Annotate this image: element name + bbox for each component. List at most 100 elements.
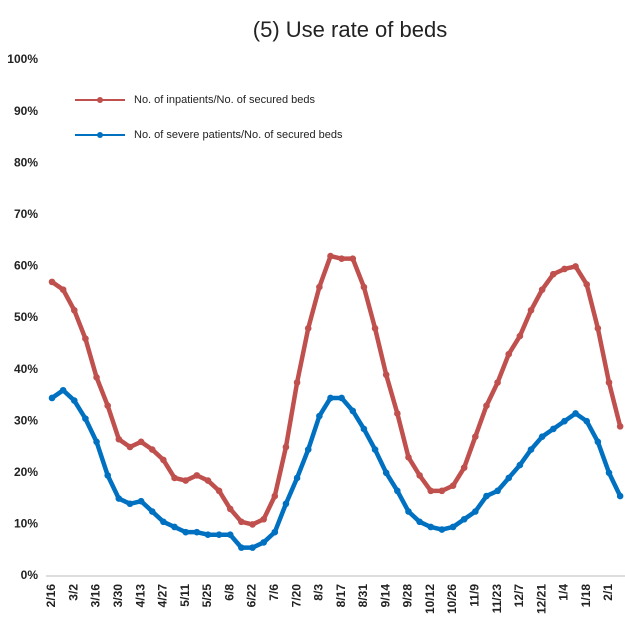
point (516, 461, 524, 469)
x-tick-label: 12/21 (534, 584, 548, 614)
y-tick-label: 10% (14, 517, 38, 531)
y-tick-label: 100% (7, 52, 38, 66)
point (338, 394, 345, 402)
legend-marker (97, 97, 103, 103)
x-tick-label: 3/30 (111, 584, 125, 608)
point (238, 544, 245, 551)
x-tick-label: 4/13 (133, 584, 147, 608)
legend-label: No. of severe patients/No. of secured be… (134, 129, 343, 141)
point (126, 443, 134, 451)
y-tick-label: 0% (21, 568, 39, 582)
point (193, 528, 201, 536)
point (104, 472, 111, 479)
point (137, 497, 145, 505)
point (260, 539, 267, 546)
y-tick-label: 50% (14, 310, 38, 324)
point (226, 531, 234, 539)
point (382, 371, 390, 379)
x-tick-label: 7/20 (289, 584, 303, 608)
point (472, 433, 479, 440)
point (538, 433, 546, 440)
point (316, 283, 323, 291)
x-tick-label: 1/18 (579, 584, 593, 608)
point (349, 407, 357, 415)
point (115, 495, 123, 502)
point (561, 417, 568, 425)
point (460, 464, 468, 471)
point (93, 374, 100, 381)
y-tick-label: 80% (14, 155, 38, 169)
point (182, 528, 189, 536)
point (449, 523, 457, 531)
y-tick-label: 30% (14, 413, 38, 427)
point (538, 286, 546, 293)
x-tick-label: 8/17 (334, 584, 348, 608)
x-tick-label: 5/11 (178, 584, 192, 607)
point (472, 508, 479, 515)
point (616, 423, 624, 430)
x-tick-label: 5/25 (200, 584, 214, 608)
x-tick-label: 4/27 (156, 584, 170, 608)
x-tick-label: 6/22 (245, 584, 259, 608)
point (160, 518, 167, 526)
point (616, 492, 624, 500)
x-tick-label: 2/1 (601, 584, 615, 601)
point (561, 265, 568, 273)
point (527, 446, 535, 453)
x-tick-label: 12/7 (512, 584, 526, 608)
point (48, 394, 56, 402)
point (460, 515, 468, 523)
point (238, 518, 245, 526)
point (327, 394, 334, 402)
point (182, 477, 189, 484)
point (382, 469, 390, 477)
x-tick-label: 1/4 (557, 584, 571, 601)
point (204, 477, 212, 484)
x-tick-label: 9/28 (401, 584, 415, 608)
y-tick-label: 70% (14, 207, 38, 221)
point (338, 255, 345, 262)
x-tick-label: 8/31 (356, 584, 370, 608)
point (70, 397, 78, 404)
point (215, 531, 223, 539)
x-tick-label: 6/8 (222, 584, 236, 601)
x-tick-label: 3/16 (89, 584, 103, 608)
x-tick-label: 11/9 (467, 584, 481, 607)
point (271, 528, 279, 536)
series-line (50, 253, 623, 527)
point (360, 425, 368, 433)
point (93, 438, 100, 446)
point (48, 278, 56, 286)
point (494, 487, 501, 495)
x-tick-label: 11/23 (490, 584, 504, 614)
x-tick-label: 2/16 (44, 584, 58, 608)
point (171, 523, 178, 531)
point (416, 472, 423, 479)
point (193, 472, 201, 479)
point (550, 270, 557, 278)
point (583, 417, 591, 425)
point (572, 263, 579, 270)
point (572, 410, 579, 417)
x-tick-label: 10/12 (423, 584, 437, 614)
x-tick-label: 9/14 (378, 584, 392, 608)
point (137, 438, 145, 446)
y-tick-label: 20% (14, 465, 38, 479)
x-tick-label: 7/6 (267, 584, 281, 601)
point (371, 325, 379, 332)
x-tick-label: 3/2 (66, 584, 80, 601)
point (226, 505, 234, 513)
point (204, 531, 212, 539)
point (316, 412, 323, 420)
y-tick-label: 90% (14, 104, 38, 118)
point (70, 306, 78, 314)
point (583, 281, 591, 288)
y-tick-label: 40% (14, 362, 38, 376)
point (405, 508, 412, 515)
point (416, 518, 423, 526)
point (82, 415, 89, 422)
point (494, 379, 501, 386)
point (594, 438, 602, 446)
point (249, 521, 256, 528)
